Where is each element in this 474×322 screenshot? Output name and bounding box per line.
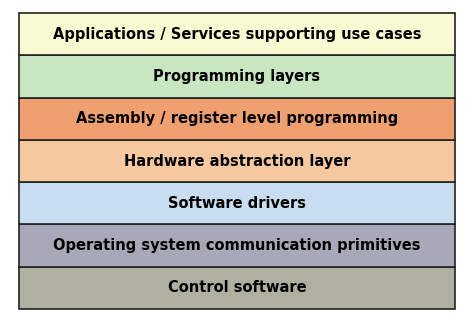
FancyBboxPatch shape <box>19 267 455 309</box>
Text: Assembly / register level programming: Assembly / register level programming <box>76 111 398 126</box>
Text: Operating system communication primitives: Operating system communication primitive… <box>53 238 421 253</box>
Text: Applications / Services supporting use cases: Applications / Services supporting use c… <box>53 26 421 42</box>
FancyBboxPatch shape <box>19 98 455 140</box>
Text: Control software: Control software <box>168 280 306 296</box>
FancyBboxPatch shape <box>19 140 455 182</box>
Text: Software drivers: Software drivers <box>168 196 306 211</box>
FancyBboxPatch shape <box>19 13 455 55</box>
FancyBboxPatch shape <box>19 182 455 224</box>
Text: Programming layers: Programming layers <box>154 69 320 84</box>
FancyBboxPatch shape <box>19 55 455 98</box>
Text: Hardware abstraction layer: Hardware abstraction layer <box>124 154 350 168</box>
FancyBboxPatch shape <box>19 224 455 267</box>
